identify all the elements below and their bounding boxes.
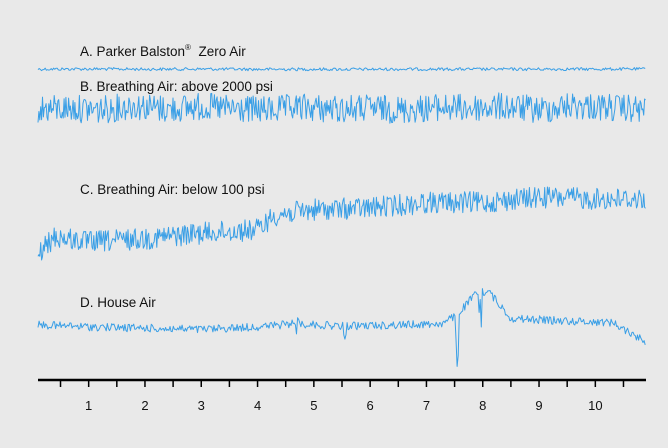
trace-label-layer: A. Parker Balston® Zero Air B. Breathing … — [80, 43, 273, 310]
x-axis-ticks: 1 2 3 4 5 6 7 8 9 10 — [59, 380, 625, 413]
x-tick-label-9: 9 — [535, 398, 542, 413]
trace-label-c: C. Breathing Air: below 100 psi — [80, 182, 265, 197]
x-tick-label-7: 7 — [423, 398, 430, 413]
trace-line-a — [37, 67, 646, 72]
x-tick-label-6: 6 — [367, 398, 374, 413]
x-tick-label-2: 2 — [141, 398, 148, 413]
trace-line-d — [37, 288, 646, 367]
trace-line-c — [37, 186, 646, 261]
x-tick-label-4: 4 — [254, 398, 261, 413]
trace-label-b: B. Breathing Air: above 2000 psi — [80, 79, 273, 94]
trace-label-d: D. House Air — [80, 295, 156, 310]
x-tick-label-8: 8 — [479, 398, 486, 413]
x-tick-label-5: 5 — [310, 398, 317, 413]
trace-line-b — [37, 92, 646, 124]
trace-layer — [37, 67, 646, 367]
x-tick-label-1: 1 — [85, 398, 92, 413]
x-tick-label-10: 10 — [588, 398, 602, 413]
x-tick-label-3: 3 — [198, 398, 205, 413]
trace-label-a: A. Parker Balston® Zero Air — [80, 43, 246, 59]
